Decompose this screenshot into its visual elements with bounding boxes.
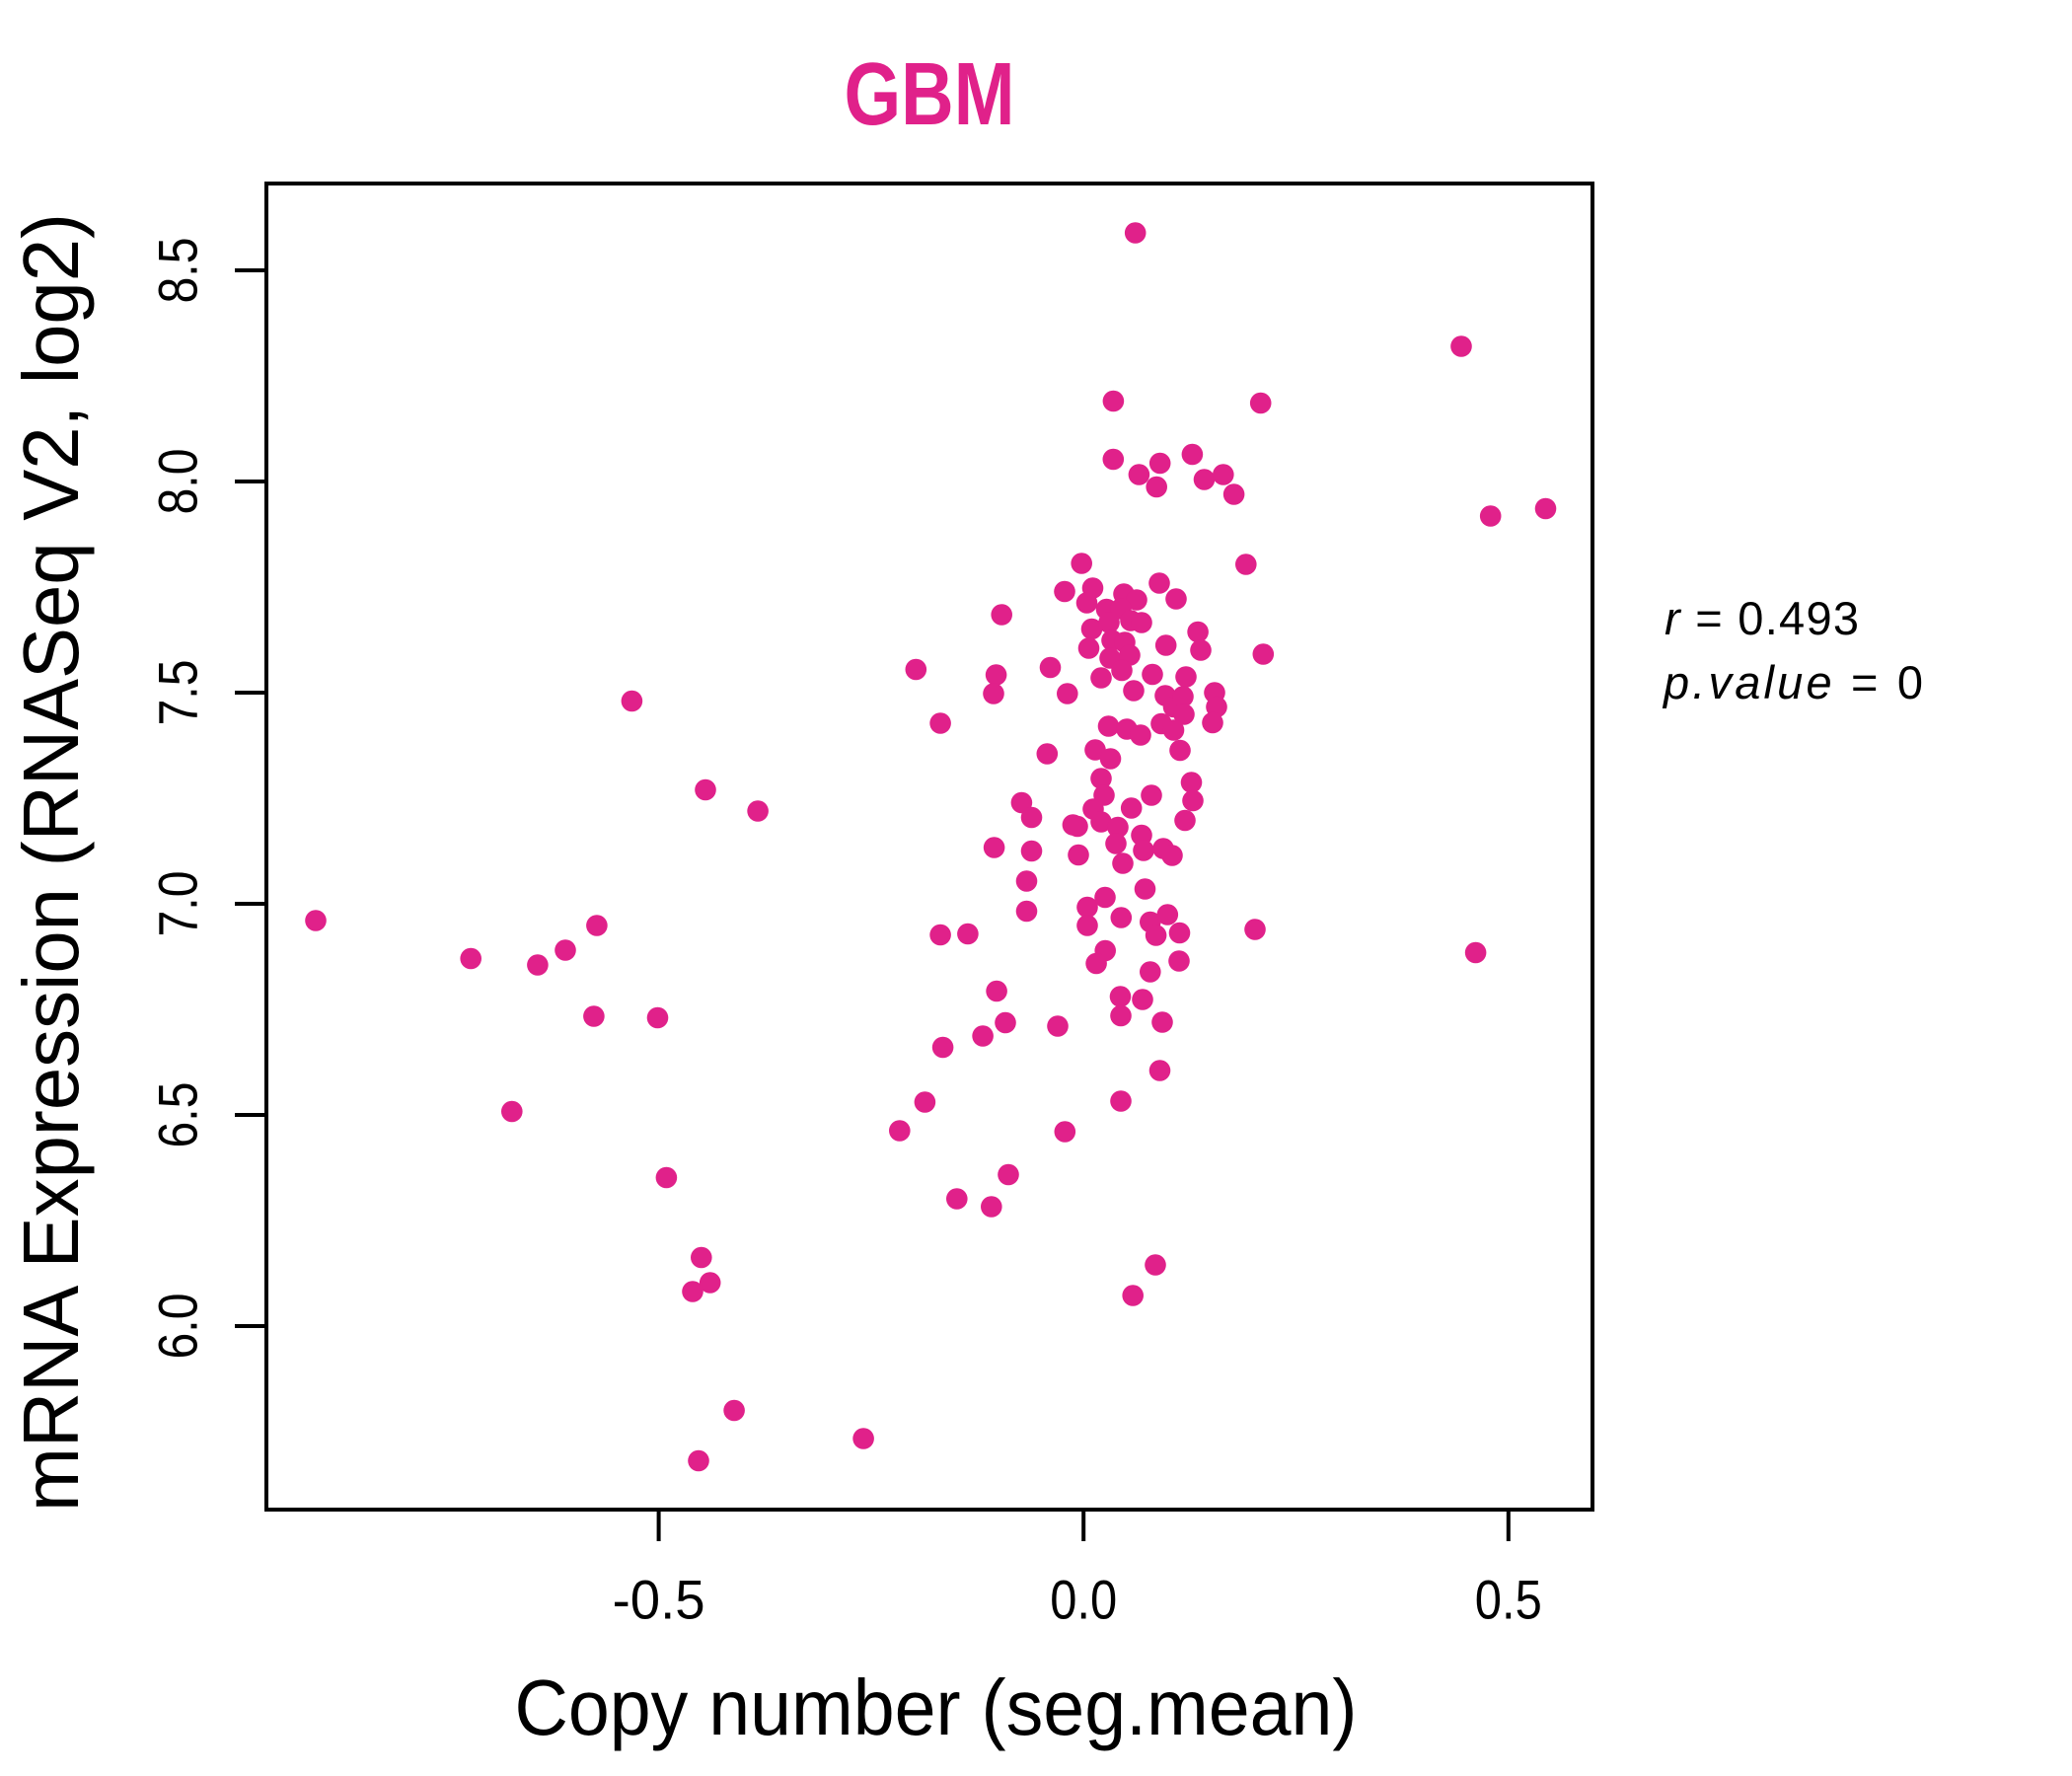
svg-text:8.5: 8.5 — [148, 238, 209, 304]
svg-text:6.0: 6.0 — [148, 1294, 209, 1360]
svg-text:6.5: 6.5 — [148, 1082, 209, 1148]
svg-text:0.0: 0.0 — [1050, 1570, 1117, 1631]
svg-text:0.5: 0.5 — [1475, 1570, 1542, 1631]
svg-text:r = 0.493: r = 0.493 — [1665, 592, 1859, 644]
svg-text:7.0: 7.0 — [148, 871, 209, 937]
svg-text:p.value = 0: p.value = 0 — [1662, 656, 1923, 708]
svg-text:GBM: GBM — [845, 45, 1015, 144]
svg-text:-0.5: -0.5 — [613, 1570, 705, 1631]
svg-text:7.5: 7.5 — [148, 660, 209, 726]
svg-text:8.0: 8.0 — [148, 449, 209, 515]
svg-text:mRNA Expression (RNASeq V2, lo: mRNA Expression (RNASeq V2, log2) — [7, 213, 95, 1512]
svg-text:Copy number (seg.mean): Copy number (seg.mean) — [515, 1664, 1358, 1751]
